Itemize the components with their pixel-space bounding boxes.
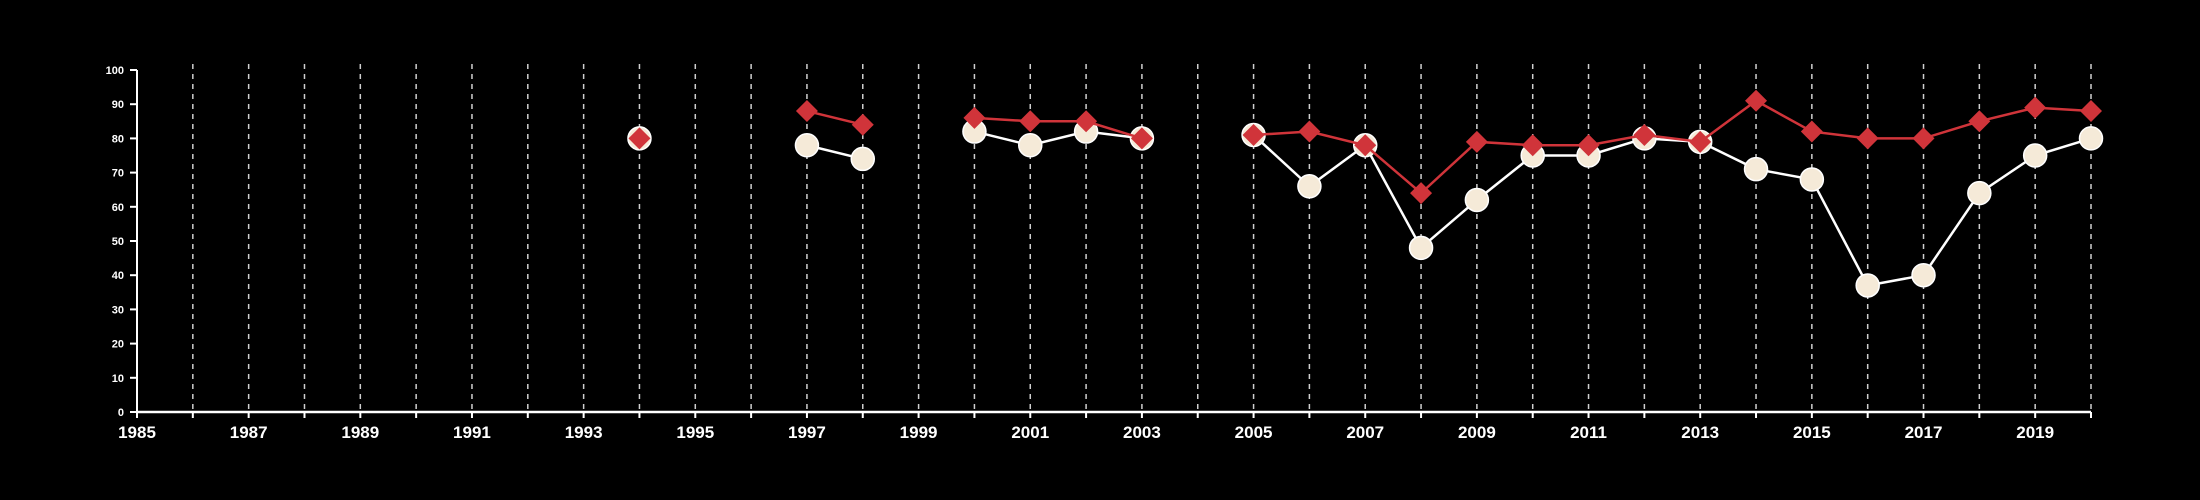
data-point-diamond — [1577, 134, 1600, 157]
y-tick-label: 20 — [112, 339, 124, 351]
x-axis-ticks: 1985 1987 1989 1991 1993 1995 1997 1999 2001 2003… — [118, 412, 2092, 442]
data-point-diamond — [1856, 127, 1879, 150]
series-1-line — [1252, 134, 2092, 287]
data-point-diamond — [1968, 110, 1991, 133]
x-tick-label: 2005 — [1235, 423, 1273, 442]
data-point-diamond — [1130, 127, 1153, 150]
series-2 — [628, 89, 2102, 205]
x-tick-label: 2017 — [1905, 423, 1943, 442]
data-point-diamond — [1745, 89, 1768, 112]
x-tick-label: 2009 — [1458, 423, 1496, 442]
y-tick-label: 0 — [118, 407, 124, 419]
data-point-circle — [1743, 156, 1769, 182]
data-point-diamond — [1912, 127, 1935, 150]
y-tick-label: 80 — [112, 133, 124, 145]
data-point-circle — [1855, 273, 1880, 298]
data-point-diamond — [1800, 120, 1823, 143]
x-tick-label: 1993 — [565, 423, 603, 442]
x-tick-label: 2001 — [1011, 423, 1049, 442]
data-point-circle — [2078, 126, 2104, 151]
series-2-line — [1253, 99, 2092, 195]
y-tick-label: 10 — [112, 373, 124, 385]
data-point-diamond — [795, 100, 818, 123]
data-point-diamond — [1521, 134, 1544, 157]
x-tick-label: 1991 — [453, 423, 491, 442]
data-point-diamond — [851, 113, 874, 136]
data-point-diamond — [1075, 110, 1098, 133]
data-point-diamond — [963, 106, 986, 129]
data-point-circle — [1297, 174, 1322, 199]
data-point-diamond — [1354, 134, 1377, 157]
data-point-circle — [2022, 143, 2048, 168]
data-point-diamond — [1242, 123, 1265, 146]
data-point-circle — [1911, 262, 1936, 288]
data-point-diamond — [1633, 123, 1656, 146]
x-tick-label: 1987 — [230, 423, 268, 442]
data-point-circle — [1464, 187, 1490, 213]
x-tick-label: 2011 — [1570, 423, 1607, 442]
x-tick-label: 2019 — [2016, 423, 2054, 442]
y-tick-label: 60 — [112, 202, 124, 214]
y-tick-label: 100 — [106, 65, 124, 77]
data-point-diamond — [628, 127, 651, 150]
x-tick-label: 1989 — [341, 423, 379, 442]
y-tick-label: 70 — [112, 168, 124, 180]
x-tick-label: 2003 — [1123, 423, 1161, 442]
y-tick-label: 40 — [112, 270, 124, 282]
x-tick-label: 1985 — [118, 423, 156, 442]
x-tick-label: 1997 — [788, 423, 826, 442]
y-tick-label: 30 — [112, 304, 124, 316]
x-tick-label: 2013 — [1681, 423, 1719, 442]
y-axis-ticks: 0 10 20 30 40 50 60 70 80 90 100 — [106, 65, 137, 419]
series-1-line — [974, 130, 1143, 147]
data-point-diamond — [1019, 110, 1042, 133]
data-point-circle — [794, 132, 820, 158]
y-tick-label: 50 — [112, 236, 124, 248]
x-tick-label: 2007 — [1346, 423, 1384, 442]
data-point-circle — [1799, 167, 1825, 192]
data-point-diamond — [2080, 100, 2102, 123]
x-tick-label: 1999 — [900, 423, 938, 442]
data-point-circle — [1018, 132, 1043, 158]
series-layer — [627, 89, 2104, 298]
data-point-circle — [1967, 180, 1992, 206]
data-point-diamond — [1465, 130, 1488, 153]
y-tick-label: 90 — [112, 99, 124, 111]
x-tick-label: 2015 — [1793, 423, 1831, 442]
data-point-diamond — [2024, 96, 2047, 119]
data-point-circle — [1408, 235, 1434, 261]
x-tick-label: 1995 — [676, 423, 714, 442]
data-point-diamond — [1410, 182, 1433, 205]
series-2-line — [974, 116, 1143, 140]
data-point-diamond — [1298, 120, 1321, 143]
data-point-circle — [850, 146, 876, 172]
data-point-diamond — [1689, 130, 1712, 153]
series-2-line — [806, 109, 864, 126]
grid-lines — [192, 64, 2092, 412]
